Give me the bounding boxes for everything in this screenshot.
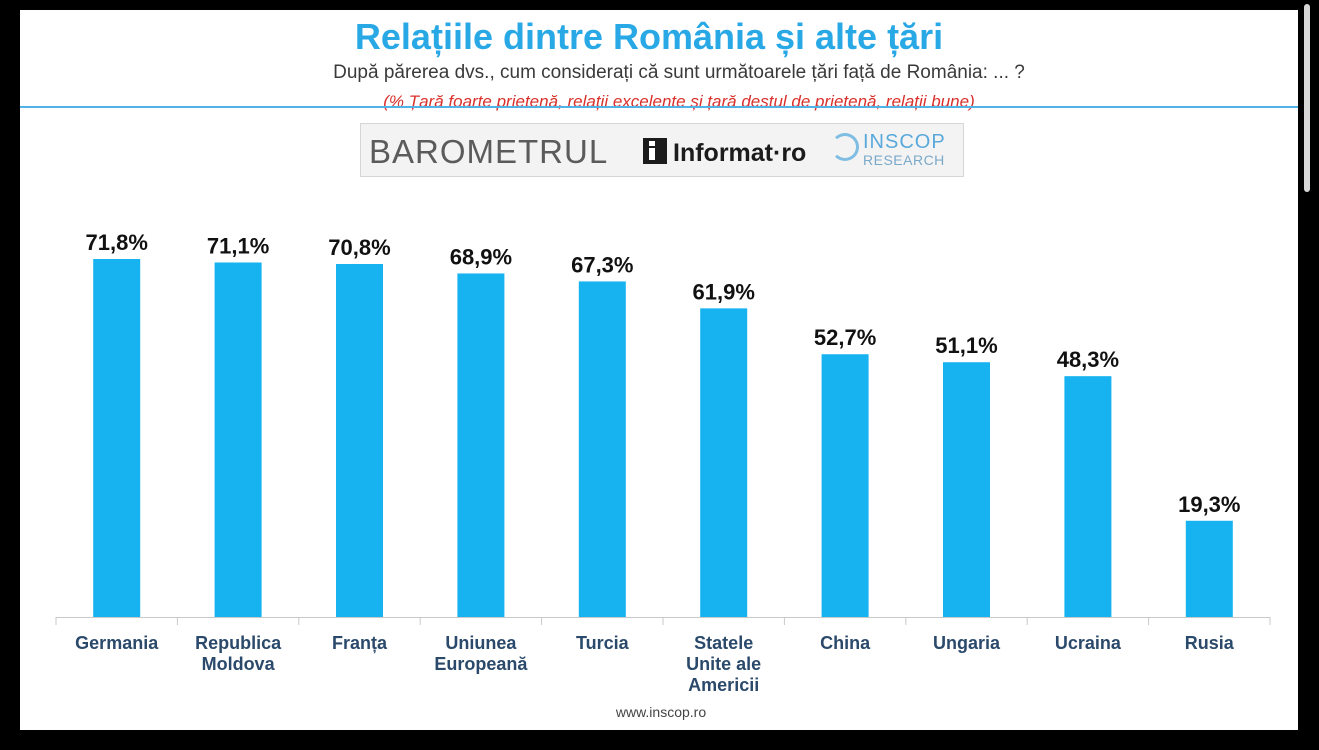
bar [700, 308, 748, 617]
inscop-logo: INSCOP RESEARCH [831, 129, 957, 173]
informat-logo-text: Informat·ro [673, 139, 807, 167]
chart-subtitle: După părerea dvs., cum considerați că su… [333, 62, 1025, 83]
category-label: Europeană [434, 654, 528, 674]
bar [457, 273, 505, 617]
category-label: Turcia [576, 633, 630, 653]
bar [1064, 376, 1112, 617]
bar [93, 259, 141, 617]
data-label: 61,9% [693, 279, 755, 304]
bar [1185, 520, 1233, 617]
data-label: 67,3% [571, 252, 633, 277]
category-label: Republica [195, 633, 282, 653]
data-label: 71,8% [86, 230, 148, 255]
category-label: Statele [694, 633, 753, 653]
bar [821, 354, 869, 617]
scrollbar[interactable] [1302, 0, 1314, 200]
data-label: 19,3% [1178, 492, 1240, 517]
inscop-swirl-icon [831, 133, 859, 161]
data-label: 68,9% [450, 244, 512, 269]
inscop-logo-subtext: RESEARCH [863, 152, 945, 168]
slide: Relațiile dintre România și alte țări Du… [20, 10, 1298, 730]
inscop-logo-text: INSCOP [863, 131, 946, 153]
data-label: 71,1% [207, 233, 269, 258]
category-label: Ucraina [1055, 633, 1122, 653]
informat-mark-icon [643, 138, 667, 164]
data-label: 51,1% [935, 333, 997, 358]
category-label: Americii [688, 675, 759, 695]
category-label: Franța [332, 633, 388, 653]
category-label: Unite ale [686, 654, 761, 674]
category-label: Uniunea [445, 633, 517, 653]
category-label: China [820, 633, 871, 653]
logo-banner: BAROMETRUL Informat·ro INSCOP RESEARCH [360, 123, 964, 177]
bar [943, 362, 990, 617]
data-label: 52,7% [814, 325, 876, 350]
header-divider [20, 106, 1298, 108]
category-label: Ungaria [933, 633, 1001, 653]
category-label: Germania [75, 633, 159, 653]
barometrul-logo: BAROMETRUL [369, 133, 609, 170]
chart-title: Relațiile dintre România și alte țări [354, 16, 944, 57]
footer-url: www.inscop.ro [615, 704, 707, 720]
bar [214, 262, 262, 617]
category-label: Moldova [202, 654, 276, 674]
category-label: Rusia [1185, 633, 1235, 653]
data-label: 48,3% [1057, 347, 1119, 372]
scrollbar-thumb[interactable] [1304, 4, 1310, 192]
bar [336, 263, 383, 617]
bar [578, 281, 626, 617]
data-label: 70,8% [328, 235, 390, 260]
